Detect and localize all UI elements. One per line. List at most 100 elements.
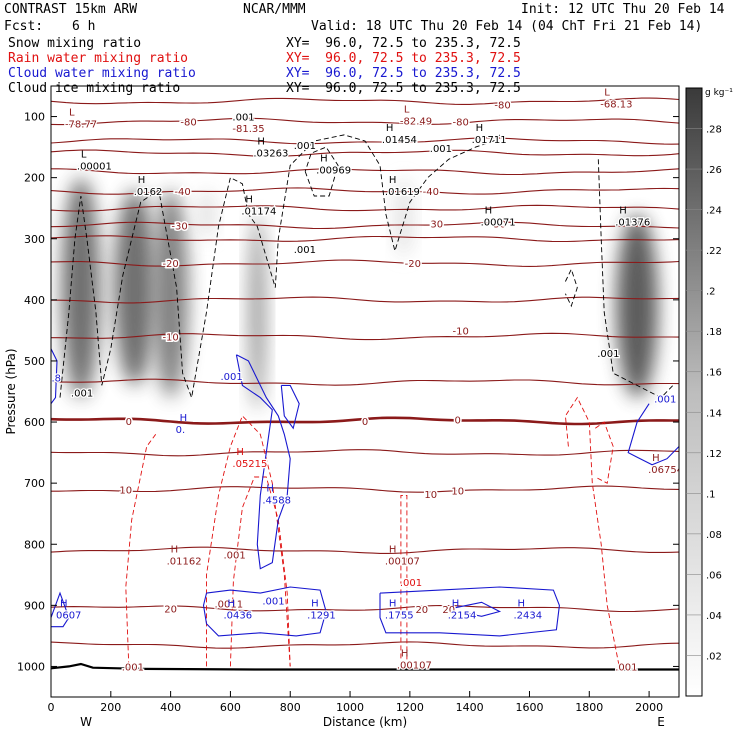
annotation-marker-13: L	[69, 108, 75, 119]
colorbar-tick-label-8: .18	[706, 327, 722, 338]
colorbar-tick-label-2: .06	[706, 570, 722, 581]
annotation-value-14: -81.35	[232, 124, 264, 135]
annotation-value-8: .001	[430, 144, 452, 155]
annotation-value-39: .001	[615, 662, 637, 673]
annotation-value-17: -68.13	[600, 100, 632, 111]
temp-label-7-2: 30	[493, 219, 506, 230]
temp-label-13-2: 0	[455, 416, 461, 427]
cloud-water-contour-3	[51, 591, 70, 628]
annotation-marker-25: H	[171, 545, 179, 556]
rain-contour-1	[206, 415, 291, 667]
temp-label-11-1: -10	[453, 326, 469, 337]
annotation-value-22: 0.	[176, 425, 186, 436]
x-tick-label-10: 2000	[635, 701, 663, 714]
temp-label-17-2: 20	[442, 605, 455, 616]
annotation-value-13: -78.77	[65, 120, 97, 131]
annotation-marker-32: H	[227, 598, 235, 609]
y-tick-label-1: 200	[24, 172, 45, 185]
annotation-value-5: .001	[294, 141, 316, 152]
snow-shade-6	[616, 214, 659, 398]
temp-contour-13	[51, 416, 679, 426]
colorbar-tick-label-0: .02	[706, 651, 722, 662]
annotation-value-34: .1755	[385, 610, 414, 621]
annotation-marker-9: H	[476, 123, 484, 134]
y-tick-label-0: 100	[24, 111, 45, 124]
cloud-water-contour-6	[451, 601, 502, 617]
y-tick-label-9: 1000	[17, 660, 45, 673]
cloud-water-contour-1	[235, 354, 291, 570]
temp-contour-11	[51, 332, 679, 341]
annotation-marker-17: L	[604, 88, 610, 99]
annotation-marker-1: H	[138, 175, 146, 186]
cloud-water-contour-2	[280, 384, 300, 430]
temp-contour-7	[51, 221, 679, 230]
temp-contour-18	[51, 641, 679, 649]
temp-contour-15	[51, 485, 679, 493]
org-label: NCAR/MMM	[243, 2, 306, 17]
annotation-value-33: .1291	[307, 610, 336, 621]
temp-label-17-1: 20	[415, 605, 428, 616]
cloud-water-contour-7	[627, 403, 679, 466]
annotation-value-38: .001	[122, 662, 144, 673]
annotation-value-41: .001	[654, 395, 676, 406]
temp-label-15-2: 10	[451, 486, 464, 497]
x-tick-label-3: 600	[220, 701, 241, 714]
x-axis-label: Distance (km)	[323, 715, 407, 729]
fcst-value: 6 h	[72, 19, 96, 34]
temp-contour-3	[51, 149, 679, 157]
y-axis-label: Pressure (hPa)	[4, 348, 18, 434]
annotation-value-21: .001	[220, 372, 242, 383]
annotation-value-25: .01162	[167, 557, 202, 568]
temp-contour-14	[51, 449, 679, 457]
y-tick-label-3: 400	[24, 294, 45, 307]
annotation-marker-4: H	[257, 136, 265, 147]
annotation-value-32: .0436	[223, 610, 252, 621]
temp-contour-8	[51, 235, 679, 243]
field-cloudice-name: Cloud ice mixing ratio	[8, 81, 181, 96]
plot-frame	[50, 85, 680, 698]
colorbar-tick-label-7: .16	[706, 368, 722, 379]
model-title: CONTRAST 15km ARW	[4, 2, 138, 17]
annotation-value-9: .01711	[472, 135, 507, 146]
colorbar-tick-label-3: .08	[706, 530, 722, 541]
x-tick-label-7: 1400	[456, 701, 484, 714]
temp-label-15-0: 10	[119, 485, 132, 496]
annotation-marker-24: H	[266, 483, 274, 494]
field-rain-name: Rain water mixing ratio	[8, 51, 189, 66]
field-snow-xy: XY= 96.0, 72.5 to 235.3, 72.5	[286, 36, 521, 51]
colorbar-tick-label-6: .14	[706, 408, 722, 419]
annotation-value-20: .8	[51, 373, 61, 384]
colorbar-tick-label-4: .1	[706, 489, 716, 500]
annotation-value-4: .03263	[253, 148, 288, 159]
annotation-value-28: .001	[400, 578, 422, 589]
annotation-marker-2: H	[245, 194, 253, 205]
field-snow-name: Snow mixing ratio	[8, 36, 142, 51]
snow-shade-0	[61, 177, 101, 398]
annotation-value-0: .00001	[77, 161, 112, 172]
colorbar-tick-label-12: .26	[706, 165, 722, 176]
temp-label-7-1: 30	[430, 219, 443, 230]
y-tick-label-6: 700	[24, 477, 45, 490]
rain-contour-5	[595, 421, 614, 484]
colorbar-tick-label-10: .22	[706, 246, 722, 257]
y-tick-label-7: 800	[24, 538, 45, 551]
cloud-water-contour-4	[202, 586, 327, 637]
temp-contour-16	[51, 546, 679, 554]
rain-contour-4	[564, 396, 620, 667]
surface-line	[51, 662, 679, 671]
annotation-marker-37: H	[401, 648, 409, 659]
valid-time: Valid: 18 UTC Thu 20 Feb 14 (04 ChT Fri …	[311, 19, 703, 34]
temp-contour-2	[51, 137, 679, 145]
temp-contour-12	[51, 378, 679, 386]
temp-label-7-0: -30	[171, 221, 187, 232]
annotation-value-40: .06754	[648, 465, 683, 476]
snow-shade-1	[113, 189, 156, 386]
annotation-value-27: .00107	[385, 557, 420, 568]
y-tick-label-8: 900	[24, 599, 45, 612]
annotation-value-2: .01174	[241, 206, 276, 217]
annotation-value-36: .2434	[514, 610, 543, 621]
annotation-value-18: .001	[597, 349, 619, 360]
cloud-ice-contour-0	[59, 134, 500, 400]
init-time: Init: 12 UTC Thu 20 Feb 14	[521, 2, 725, 17]
annotation-marker-40: H	[652, 453, 660, 464]
